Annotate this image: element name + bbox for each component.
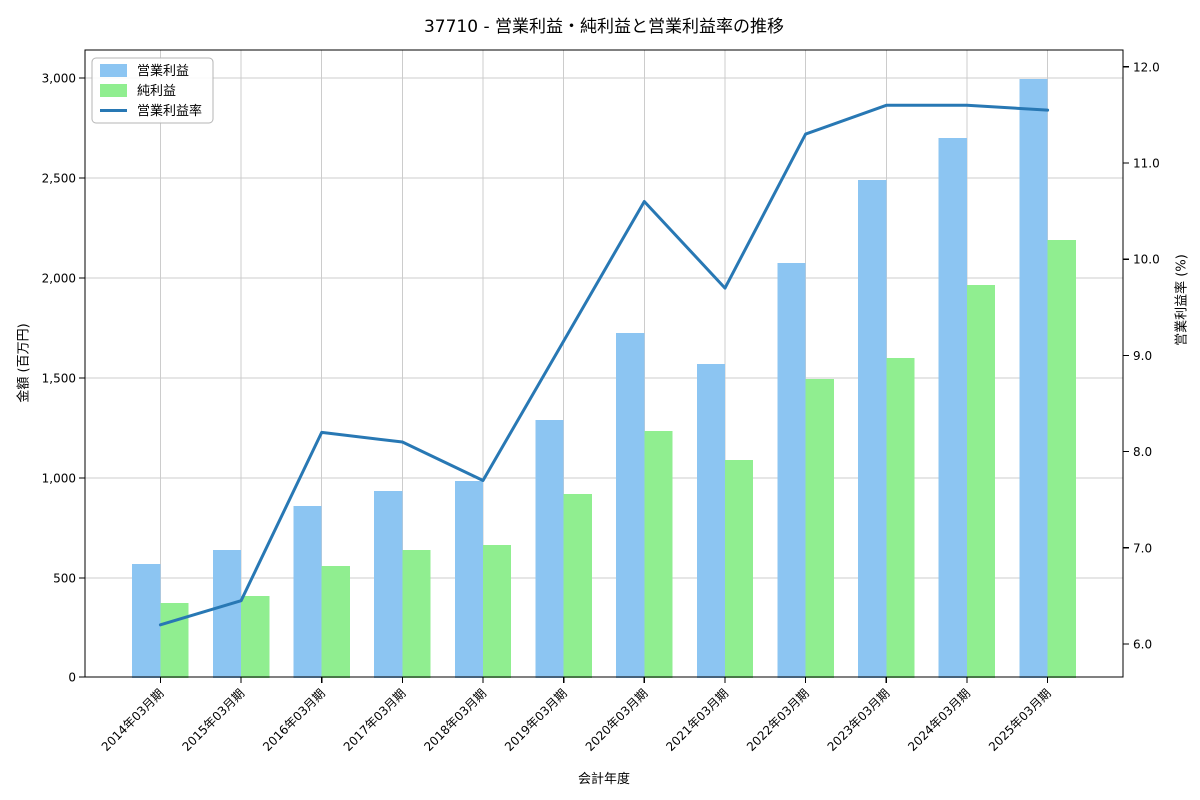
- x-tick-label: 2018年03月期: [421, 686, 489, 754]
- bar-net-profit-8: [805, 379, 834, 678]
- y-right-tick-label: 12.0: [1133, 60, 1160, 74]
- legend-swatch-1: [100, 84, 127, 97]
- y-axis-label-left: 金額 (百万円): [16, 323, 32, 403]
- bar-net-profit-6: [644, 431, 673, 678]
- bar-operating-profit-10: [938, 138, 967, 678]
- plot-border: [84, 49, 1124, 678]
- legend-label-0: 営業利益: [137, 63, 189, 79]
- x-tick-label: 2016年03月期: [260, 686, 328, 754]
- x-tick-label: 2015年03月期: [179, 686, 247, 754]
- x-tick-label: 2021年03月期: [663, 686, 731, 754]
- y-left-tick-label: 3,000: [42, 72, 76, 86]
- y-left-tick-label: 0: [68, 671, 76, 685]
- legend-label-1: 純利益: [137, 84, 176, 99]
- x-tick-label: 2017年03月期: [341, 686, 409, 754]
- chart-title: 37710 - 営業利益・純利益と営業利益率の推移: [423, 17, 785, 37]
- y-right-tick-label: 10.0: [1133, 253, 1160, 267]
- y-right-tick-label: 9.0: [1133, 349, 1152, 363]
- bar-net-profit-11: [1047, 240, 1076, 678]
- bar-net-profit-9: [886, 358, 915, 678]
- bar-operating-profit-1: [212, 550, 242, 678]
- y-axis-label-right: 営業利益率 (%): [1174, 254, 1190, 346]
- bar-operating-profit-7: [696, 364, 725, 678]
- x-tick-label: 2025年03月期: [986, 686, 1054, 754]
- y-right-tick-label: 7.0: [1133, 541, 1152, 555]
- x-axis-label: 会計年度: [577, 772, 631, 787]
- y-left-tick-label: 1,000: [42, 472, 76, 486]
- bar-operating-profit-9: [858, 180, 887, 678]
- bar-operating-profit-6: [616, 333, 645, 678]
- operating-margin-line: [158, 103, 1050, 627]
- y-left-tick-label: 500: [53, 572, 76, 586]
- x-tick-label: 2023年03月期: [825, 686, 893, 754]
- bar-net-profit-0: [160, 603, 189, 678]
- bar-net-profit-1: [241, 596, 270, 678]
- bar-operating-profit-3: [374, 491, 403, 678]
- bar-net-profit-2: [321, 566, 350, 678]
- legend-label-2: 営業利益率: [137, 103, 202, 119]
- y-left-tick-label: 2,000: [42, 272, 76, 286]
- y-left-tick-label: 1,500: [42, 372, 76, 386]
- y-right-tick-label: 11.0: [1133, 157, 1160, 171]
- bar-net-profit-10: [966, 285, 996, 678]
- y-right-tick-label: 6.0: [1133, 638, 1152, 652]
- bar-operating-profit-8: [777, 263, 806, 678]
- bar-net-profit-7: [724, 460, 754, 678]
- x-tick-label: 2024年03月期: [905, 686, 973, 754]
- legend-swatch-0: [100, 64, 127, 77]
- bar-operating-profit-5: [535, 420, 564, 678]
- bar-net-profit-3: [402, 550, 431, 678]
- bar-operating-profit-2: [293, 506, 322, 678]
- x-tick-label: 2022年03月期: [744, 686, 812, 754]
- y-left-tick-label: 2,500: [42, 172, 76, 186]
- bar-net-profit-4: [483, 545, 512, 678]
- bar-operating-profit-4: [454, 481, 484, 678]
- y-right-tick-label: 8.0: [1133, 445, 1152, 459]
- bar-operating-profit-11: [1019, 79, 1048, 678]
- x-tick-label: 2014年03月期: [99, 686, 167, 754]
- x-tick-label: 2019年03月期: [502, 686, 570, 754]
- bar-operating-profit-0: [132, 564, 161, 678]
- x-tick-label: 2020年03月期: [583, 686, 651, 754]
- bar-net-profit-5: [563, 494, 592, 678]
